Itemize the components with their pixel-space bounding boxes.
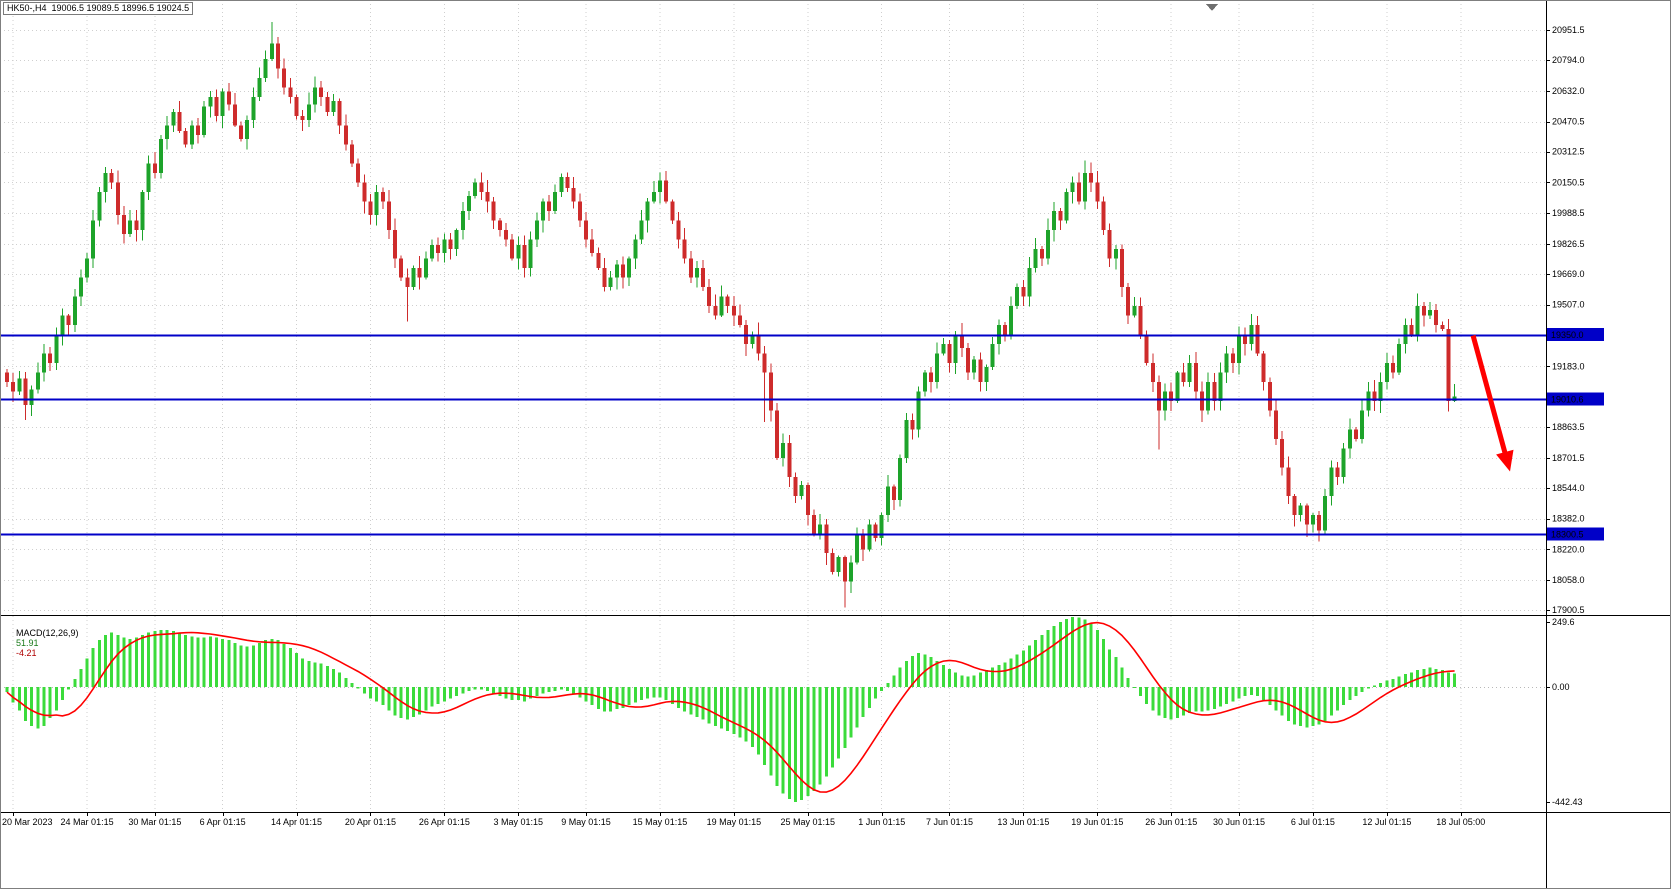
- svg-text:20951.5: 20951.5: [1552, 25, 1585, 35]
- support-resistance-lines[interactable]: [0, 334, 1546, 536]
- svg-text:17900.5: 17900.5: [1552, 605, 1585, 615]
- svg-text:3 May 01:15: 3 May 01:15: [494, 817, 544, 827]
- svg-text:18701.5: 18701.5: [1552, 453, 1585, 463]
- price-axis[interactable]: 20951.5 20794.0 20632.0 20470.5 20312.5 20150…: [1546, 25, 1585, 615]
- macd-axis[interactable]: 249.6 0.00 -442.43: [1546, 617, 1583, 807]
- svg-text:12 Jul 01:15: 12 Jul 01:15: [1362, 817, 1411, 827]
- svg-text:18300.5: 18300.5: [1551, 530, 1584, 540]
- svg-text:20 Mar 2023: 20 Mar 2023: [2, 817, 53, 827]
- macd-indicator-label: MACD(12,26,9) 51.91 -4.21: [6, 618, 79, 668]
- svg-text:20312.5: 20312.5: [1552, 147, 1585, 157]
- svg-text:0.00: 0.00: [1552, 682, 1570, 692]
- svg-text:19350.0: 19350.0: [1551, 330, 1584, 340]
- svg-text:14 Apr 01:15: 14 Apr 01:15: [271, 817, 322, 827]
- svg-text:15 May 01:15: 15 May 01:15: [633, 817, 688, 827]
- macd-name: MACD(12,26,9): [16, 628, 79, 638]
- macd-main-value: 51.91: [16, 638, 39, 648]
- svg-text:249.6: 249.6: [1552, 617, 1575, 627]
- svg-text:6 Apr 01:15: 6 Apr 01:15: [200, 817, 246, 827]
- chart-shift-marker: [1206, 4, 1218, 11]
- svg-text:20470.5: 20470.5: [1552, 117, 1585, 127]
- svg-text:25 May 01:15: 25 May 01:15: [781, 817, 836, 827]
- svg-text:19507.0: 19507.0: [1552, 300, 1585, 310]
- svg-text:26 Jun 01:15: 26 Jun 01:15: [1145, 817, 1197, 827]
- svg-text:19988.5: 19988.5: [1552, 208, 1585, 218]
- macd-signal-line: [6, 621, 1455, 793]
- svg-text:20794.0: 20794.0: [1552, 55, 1585, 65]
- macd-signal-value: -4.21: [16, 648, 37, 658]
- svg-text:19183.0: 19183.0: [1552, 361, 1585, 371]
- svg-text:30 Jun 01:15: 30 Jun 01:15: [1213, 817, 1265, 827]
- svg-text:6 Jul 01:15: 6 Jul 01:15: [1291, 817, 1335, 827]
- svg-text:19669.0: 19669.0: [1552, 269, 1585, 279]
- chart-symbol-ohlc-label: HK50-,H4 19006.5 19089.5 18996.5 19024.5: [3, 2, 194, 15]
- svg-text:18544.0: 18544.0: [1552, 483, 1585, 493]
- svg-text:19010.6: 19010.6: [1551, 395, 1584, 405]
- svg-text:24 Mar 01:15: 24 Mar 01:15: [61, 817, 114, 827]
- macd-histogram: [5, 616, 1457, 802]
- svg-text:18058.0: 18058.0: [1552, 575, 1585, 585]
- svg-text:19826.5: 19826.5: [1552, 239, 1585, 249]
- svg-text:18 Jul 05:00: 18 Jul 05:00: [1436, 817, 1485, 827]
- time-axis[interactable]: 20 Mar 2023 24 Mar 01:15 30 Mar 01:15 6 Apr…: [2, 812, 1485, 827]
- svg-text:19 May 01:15: 19 May 01:15: [707, 817, 762, 827]
- price-level-tags: 19350.0 19010.6 18300.5: [1547, 328, 1604, 541]
- svg-text:9 May 01:15: 9 May 01:15: [561, 817, 611, 827]
- svg-text:7 Jun 01:15: 7 Jun 01:15: [926, 817, 973, 827]
- svg-text:26 Apr 01:15: 26 Apr 01:15: [419, 817, 470, 827]
- svg-text:1 Jun 01:15: 1 Jun 01:15: [858, 817, 905, 827]
- svg-text:19 Jun 01:15: 19 Jun 01:15: [1071, 817, 1123, 827]
- svg-text:30 Mar 01:15: 30 Mar 01:15: [128, 817, 181, 827]
- svg-text:13 Jun 01:15: 13 Jun 01:15: [997, 817, 1049, 827]
- svg-text:20632.0: 20632.0: [1552, 86, 1585, 96]
- svg-text:20150.5: 20150.5: [1552, 177, 1585, 187]
- svg-text:20 Apr 01:15: 20 Apr 01:15: [345, 817, 396, 827]
- svg-text:18863.5: 18863.5: [1552, 422, 1585, 432]
- svg-text:-442.43: -442.43: [1552, 797, 1583, 807]
- trend-arrow[interactable]: [1470, 334, 1514, 472]
- svg-text:18220.0: 18220.0: [1552, 544, 1585, 554]
- svg-text:18382.0: 18382.0: [1552, 514, 1585, 524]
